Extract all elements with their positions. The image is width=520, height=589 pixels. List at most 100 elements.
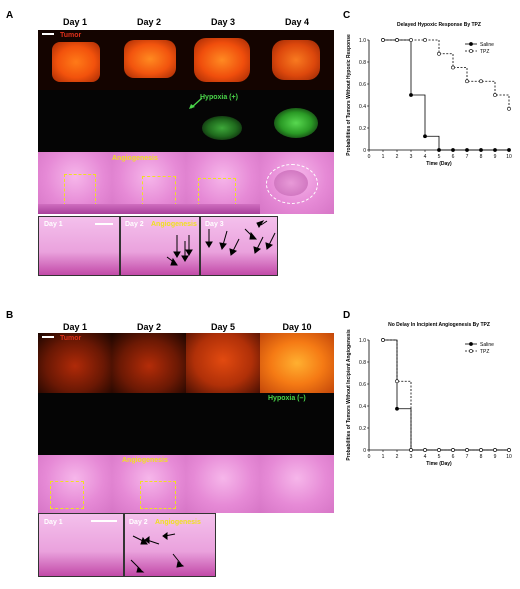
y-tick-label: 0 [363, 148, 366, 154]
series-line-saline [383, 339, 509, 451]
y-axis-label: Probabilities of Tumors Without Incipien… [346, 329, 352, 461]
x-tick-label: 5 [438, 454, 441, 460]
panel-b-zoom-day-1-image: Day 1 [38, 513, 124, 577]
zoom-region-box [142, 176, 176, 206]
panel-a-zoom-day-1-image: Day 1 [38, 216, 120, 276]
y-tick-label: 0.4 [359, 104, 366, 110]
panel-b-tumor-day-5-image [186, 333, 260, 393]
y-axis-label: Probabilities of Tumors Without Hypoxic … [346, 34, 352, 156]
panel-a-hypoxia-day-2-image [112, 90, 186, 152]
panel-b-hypoxia-day-1-image [38, 393, 112, 455]
data-point-saline [479, 148, 483, 152]
x-axis-label: Time (Day) [426, 161, 452, 167]
x-tick-label: 0 [368, 454, 371, 460]
data-point-tpz [423, 448, 427, 452]
panel-a-day-2-label: Day 2 [136, 17, 162, 27]
panel-a-label: A [6, 10, 14, 21]
panel-b-zoom-day-2-image: Day 2 Angiogenesis [124, 513, 216, 577]
data-point-tpz [451, 65, 455, 70]
panel-b-angio-day-1-image [38, 455, 112, 513]
zoom-day-label: Day 3 [205, 221, 224, 228]
vessel-band [112, 204, 186, 214]
data-point-saline [437, 148, 441, 152]
y-tick-label: 0 [363, 448, 366, 454]
panel-b-tumor-day-2-image [112, 333, 186, 393]
panel-b-tumor-day-10-image [260, 333, 334, 393]
panel-a-hypoxia-day-1-image [38, 90, 112, 152]
panel-a-day-3-label: Day 3 [210, 17, 236, 27]
data-point-saline [493, 148, 497, 152]
data-point-tpz [409, 448, 413, 452]
x-tick-label: 9 [494, 454, 497, 460]
zoom-region-box [140, 481, 176, 509]
hypoxia-signal [274, 108, 318, 138]
y-tick-label: 0.2 [359, 426, 366, 432]
y-tick-label: 0.8 [359, 360, 366, 366]
x-tick-label: 5 [438, 154, 441, 160]
data-point-tpz [395, 38, 399, 42]
series-line-saline [383, 39, 509, 151]
data-point-tpz [381, 38, 385, 42]
arrow-icon [189, 97, 203, 109]
data-point-saline [395, 406, 399, 411]
y-tick-label: 0.6 [359, 82, 366, 88]
legend-marker [469, 49, 473, 53]
legend-marker [469, 342, 473, 346]
x-tick-label: 1 [382, 454, 385, 460]
panel-a-angio-day-4-image [260, 152, 334, 214]
data-point-tpz [437, 448, 441, 452]
panel-a-angio-day-2-image: Angiogenesis [112, 152, 186, 214]
vessel-band [38, 204, 112, 214]
zoom-day-label: Day 1 [44, 519, 63, 526]
legend-entry: Saline [480, 342, 494, 348]
panel-b-hypoxia-day-2-image [112, 393, 186, 455]
chart-title: Delayed Hypoxic Response By TPZ [397, 22, 481, 28]
data-point-tpz [423, 38, 427, 42]
x-tick-label: 6 [452, 154, 455, 160]
panel-a-tumor-day-4-image [260, 30, 334, 90]
x-tick-label: 7 [466, 454, 469, 460]
scale-bar [91, 520, 117, 522]
panel-b-day-10-label: Day 10 [282, 322, 312, 332]
tumor-outline [266, 164, 318, 204]
zoom-day-label: Day 2 [125, 221, 144, 228]
x-tick-label: 4 [424, 154, 427, 160]
panel-b-hypoxia-day-5-image [186, 393, 260, 455]
panel-b-hypoxia-day-10-image: Hypoxia (–) [260, 393, 334, 455]
data-point-saline [409, 93, 413, 97]
zoom-day-label: Day 1 [44, 221, 63, 228]
data-point-tpz [507, 448, 511, 452]
legend-entry: TPZ [480, 349, 489, 355]
panel-a-tumor-day-1-image: Tumor [38, 30, 112, 90]
legend-marker [469, 349, 473, 353]
panel-a-day-1-label: Day 1 [62, 17, 88, 27]
vessel-band [186, 204, 260, 214]
zoom-day-label: Day 2 [129, 519, 148, 526]
data-point-saline [507, 148, 511, 152]
x-axis-label: Time (Day) [426, 461, 452, 467]
y-tick-label: 0.6 [359, 382, 366, 388]
panel-d-label: D [343, 310, 351, 321]
data-point-tpz [395, 379, 399, 384]
zoom-region-box [50, 481, 84, 509]
x-tick-label: 2 [396, 154, 399, 160]
legend-marker [469, 42, 473, 46]
x-tick-label: 8 [480, 454, 483, 460]
angiogenesis-arrows [166, 235, 193, 266]
y-tick-label: 1.0 [359, 38, 366, 44]
series-line-tpz [383, 39, 510, 109]
panel-a-zoom-day-2-image: Day 2 Angiogenesis [120, 216, 200, 276]
panel-b-angio-day-2-image: Angiogenesis [112, 455, 186, 513]
y-tick-label: 0.4 [359, 404, 366, 410]
x-tick-label: 9 [494, 154, 497, 160]
x-tick-label: 10 [506, 454, 512, 460]
x-tick-label: 3 [410, 454, 413, 460]
panel-b-angio-day-5-image [186, 455, 260, 513]
tumor-label: Tumor [60, 32, 82, 39]
data-point-saline [465, 148, 469, 152]
chart-title: No Delay In Incipient Angiogenesis By TP… [388, 322, 490, 328]
legend-entry: TPZ [480, 49, 489, 55]
panel-b-angio-day-10-image [260, 455, 334, 513]
legend-entry: Saline [480, 42, 494, 48]
panel-b-tumor-day-1-image: Tumor [38, 333, 112, 393]
